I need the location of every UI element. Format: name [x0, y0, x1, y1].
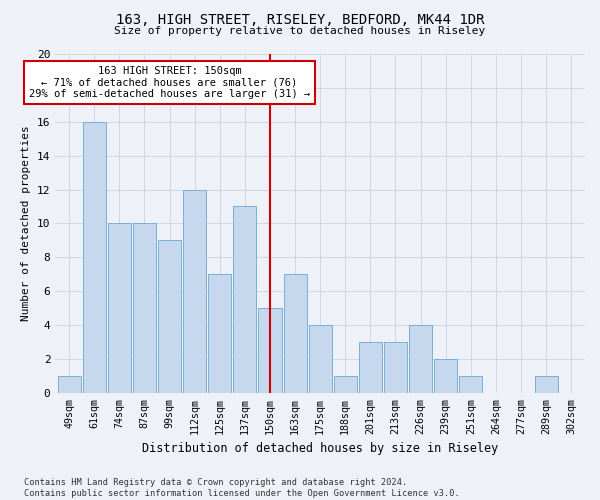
- Bar: [409, 325, 432, 393]
- Bar: [58, 376, 81, 393]
- Bar: [233, 206, 256, 393]
- Bar: [158, 240, 181, 393]
- Bar: [284, 274, 307, 393]
- Bar: [133, 224, 156, 393]
- Text: Size of property relative to detached houses in Riseley: Size of property relative to detached ho…: [115, 26, 485, 36]
- Text: 163, HIGH STREET, RISELEY, BEDFORD, MK44 1DR: 163, HIGH STREET, RISELEY, BEDFORD, MK44…: [116, 12, 484, 26]
- Bar: [434, 359, 457, 393]
- Bar: [535, 376, 557, 393]
- Bar: [108, 224, 131, 393]
- Bar: [308, 325, 332, 393]
- Bar: [384, 342, 407, 393]
- Bar: [459, 376, 482, 393]
- Y-axis label: Number of detached properties: Number of detached properties: [22, 126, 31, 322]
- Bar: [259, 308, 281, 393]
- Text: Contains HM Land Registry data © Crown copyright and database right 2024.
Contai: Contains HM Land Registry data © Crown c…: [24, 478, 460, 498]
- Bar: [359, 342, 382, 393]
- Bar: [334, 376, 357, 393]
- Bar: [208, 274, 232, 393]
- Text: 163 HIGH STREET: 150sqm
← 71% of detached houses are smaller (76)
29% of semi-de: 163 HIGH STREET: 150sqm ← 71% of detache…: [29, 66, 310, 99]
- X-axis label: Distribution of detached houses by size in Riseley: Distribution of detached houses by size …: [142, 442, 499, 455]
- Bar: [83, 122, 106, 393]
- Bar: [183, 190, 206, 393]
